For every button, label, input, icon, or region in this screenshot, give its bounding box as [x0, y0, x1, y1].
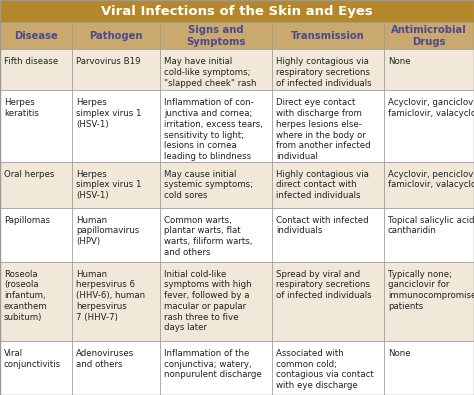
Bar [160, 208, 272, 262]
Bar [384, 162, 474, 208]
Bar [72, 90, 160, 162]
Bar [72, 262, 160, 341]
Text: Oral herpes: Oral herpes [4, 170, 55, 179]
Bar [160, 162, 272, 208]
Text: Highly contagious via
direct contact with
infected individuals: Highly contagious via direct contact wit… [276, 170, 369, 200]
Bar [72, 49, 160, 90]
Text: Initial cold-like
symptoms with high
fever, followed by a
macular or papular
ras: Initial cold-like symptoms with high fev… [164, 270, 252, 333]
Text: Herpes
keratitis: Herpes keratitis [4, 98, 39, 118]
Bar [160, 90, 272, 162]
Bar [160, 262, 272, 341]
Bar [0, 208, 72, 262]
Bar [0, 262, 72, 341]
Bar [72, 208, 160, 262]
Bar [272, 162, 384, 208]
Bar [384, 262, 474, 341]
Bar [384, 208, 474, 262]
Bar [272, 49, 384, 90]
Text: Acyclovir, penciclovir,
famiclovir, valacyclovir: Acyclovir, penciclovir, famiclovir, vala… [388, 170, 474, 190]
Bar [0, 22, 72, 49]
Text: None: None [388, 349, 410, 358]
Text: Disease: Disease [14, 31, 58, 41]
Text: Parvovirus B19: Parvovirus B19 [76, 57, 140, 66]
Bar [0, 162, 72, 208]
Bar [384, 90, 474, 162]
Bar [272, 208, 384, 262]
Bar [0, 90, 72, 162]
Text: Acyclovir, ganciclovir,
famiclovir, valacyclovir: Acyclovir, ganciclovir, famiclovir, vala… [388, 98, 474, 118]
Text: Contact with infected
individuals: Contact with infected individuals [276, 216, 369, 235]
Bar [72, 162, 160, 208]
Text: Viral Infections of the Skin and Eyes: Viral Infections of the Skin and Eyes [101, 5, 373, 18]
Text: Signs and
Symptoms: Signs and Symptoms [186, 25, 246, 47]
Text: Herpes
simplex virus 1
(HSV-1): Herpes simplex virus 1 (HSV-1) [76, 98, 142, 129]
Text: May have initial
cold-like symptoms;
"slapped cheek" rash: May have initial cold-like symptoms; "sl… [164, 57, 256, 88]
Bar [160, 341, 272, 395]
Bar [72, 22, 160, 49]
Text: Viral
conjunctivitis: Viral conjunctivitis [4, 349, 61, 369]
Bar [0, 341, 72, 395]
Text: Human
herpesvirus 6
(HHV-6), human
herpesvirus
7 (HHV-7): Human herpesvirus 6 (HHV-6), human herpe… [76, 270, 145, 322]
Text: Antimicrobial
Drugs: Antimicrobial Drugs [391, 25, 467, 47]
Bar [160, 22, 272, 49]
Bar [384, 49, 474, 90]
Bar [0, 0, 474, 22]
Bar [272, 22, 384, 49]
Text: Highly contagious via
respiratory secretions
of infected individuals: Highly contagious via respiratory secret… [276, 57, 372, 88]
Text: Inflammation of con-
junctiva and cornea;
irritation, excess tears,
sensitivity : Inflammation of con- junctiva and cornea… [164, 98, 263, 161]
Text: Human
papillomavirus
(HPV): Human papillomavirus (HPV) [76, 216, 139, 246]
Text: Common warts,
plantar warts, flat
warts, filiform warts,
and others: Common warts, plantar warts, flat warts,… [164, 216, 252, 257]
Bar [272, 90, 384, 162]
Text: Spread by viral and
respiratory secretions
of infected individuals: Spread by viral and respiratory secretio… [276, 270, 372, 300]
Text: None: None [388, 57, 410, 66]
Text: Herpes
simplex virus 1
(HSV-1): Herpes simplex virus 1 (HSV-1) [76, 170, 142, 200]
Text: Papillomas: Papillomas [4, 216, 50, 225]
Text: Associated with
common cold;
contagious via contact
with eye discharge: Associated with common cold; contagious … [276, 349, 374, 390]
Text: Roseola
(roseola
infantum,
exanthem
subitum): Roseola (roseola infantum, exanthem subi… [4, 270, 48, 322]
Bar [72, 341, 160, 395]
Text: Pathogen: Pathogen [89, 31, 143, 41]
Text: Topical salicylic acid,
cantharidin: Topical salicylic acid, cantharidin [388, 216, 474, 235]
Bar [160, 49, 272, 90]
Bar [384, 341, 474, 395]
Text: Transmission: Transmission [291, 31, 365, 41]
Text: Direct eye contact
with discharge from
herpes lesions else-
where in the body or: Direct eye contact with discharge from h… [276, 98, 371, 161]
Text: Typically none;
ganciclovir for
immunocompromised
patients: Typically none; ganciclovir for immunoco… [388, 270, 474, 311]
Text: May cause initial
systemic symptoms;
cold sores: May cause initial systemic symptoms; col… [164, 170, 253, 200]
Text: Fifth disease: Fifth disease [4, 57, 58, 66]
Bar [0, 49, 72, 90]
Bar [272, 262, 384, 341]
Bar [384, 22, 474, 49]
Text: Inflammation of the
conjunctiva; watery,
nonpurulent discharge: Inflammation of the conjunctiva; watery,… [164, 349, 262, 380]
Bar [272, 341, 384, 395]
Text: Adenoviruses
and others: Adenoviruses and others [76, 349, 134, 369]
